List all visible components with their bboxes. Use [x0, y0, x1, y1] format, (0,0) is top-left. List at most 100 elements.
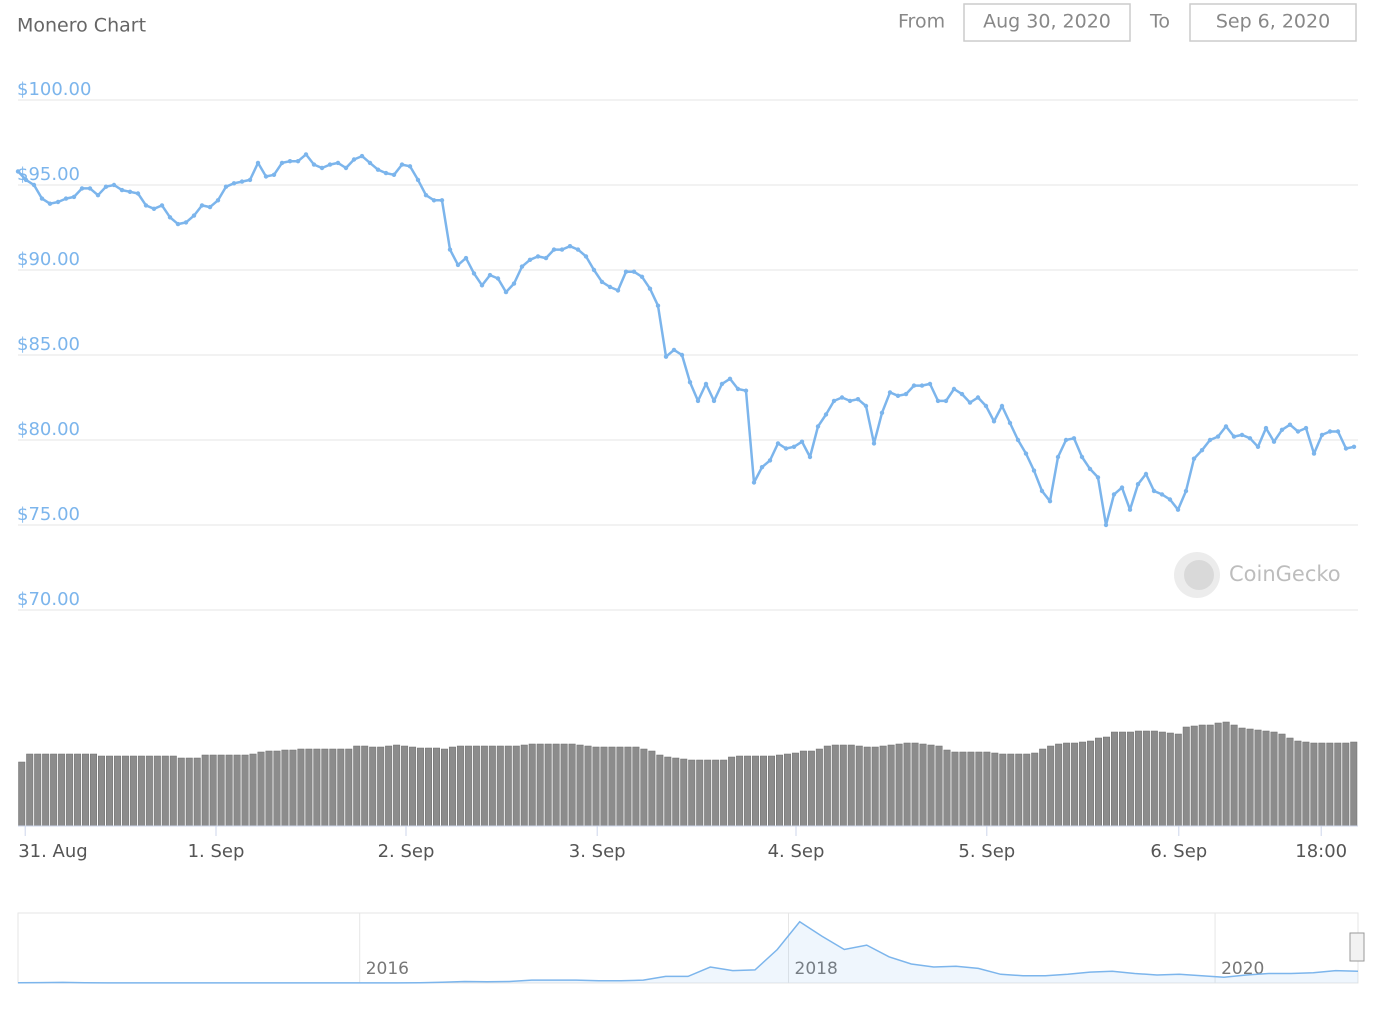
price-point [479, 283, 485, 288]
price-point [591, 267, 597, 273]
volume-bar [1126, 731, 1134, 827]
volume-bar [736, 755, 744, 827]
price-point [1351, 444, 1357, 449]
volume-bar [983, 751, 991, 827]
x-tick-label: 2. Sep [378, 841, 435, 862]
price-point [119, 187, 125, 193]
price-point [431, 198, 437, 203]
price-point [527, 257, 533, 262]
volume-bar [225, 754, 233, 827]
y-tick-label: $95.00 [17, 164, 80, 185]
volume-bar [345, 748, 353, 827]
volume-bar [943, 749, 951, 827]
price-point [1175, 507, 1181, 512]
price-point [55, 199, 61, 205]
volume-bar [1350, 741, 1358, 827]
price-point [31, 182, 37, 188]
price-point [1119, 485, 1125, 490]
volume-bar [744, 755, 752, 827]
volume-bar [728, 756, 736, 827]
navigator-frame [17, 912, 1359, 984]
volume-bar [1047, 745, 1055, 827]
price-point [1071, 436, 1077, 441]
price-point [511, 281, 517, 286]
volume-bar [1039, 748, 1047, 827]
volume-bar [544, 743, 552, 827]
volume-bar [201, 754, 209, 827]
price-point [399, 162, 405, 167]
volume-bar [839, 744, 847, 827]
price-point [743, 388, 749, 393]
volume-bar [448, 746, 456, 827]
price-point [751, 480, 757, 485]
price-point [207, 204, 213, 210]
volume-bar [177, 757, 185, 827]
volume-bar [353, 745, 361, 827]
volume-bar [616, 746, 624, 827]
volume-bar [632, 746, 640, 827]
volume-bar [1334, 742, 1342, 827]
price-point [647, 286, 653, 291]
price-point [807, 454, 813, 460]
price-point [855, 397, 861, 402]
price-point [1095, 475, 1101, 480]
y-tick-label: $90.00 [17, 249, 80, 270]
price-point [1295, 429, 1301, 434]
price-point [191, 213, 197, 218]
volume-bar [105, 755, 113, 827]
price-point [303, 152, 309, 157]
price-point [711, 398, 717, 404]
volume-bar [1007, 753, 1015, 827]
volume-bar [640, 748, 648, 827]
navigator-handle[interactable] [1349, 932, 1365, 962]
volume-bar [1278, 733, 1286, 827]
volume-bar [313, 748, 321, 827]
volume-bar [1031, 752, 1039, 827]
price-point [583, 254, 589, 259]
x-tick-label: 3. Sep [569, 841, 626, 862]
watermark: CoinGecko [1174, 552, 1341, 598]
price-point [703, 381, 709, 387]
price-point [423, 193, 429, 198]
volume-bar [1246, 728, 1254, 827]
volume-bar [385, 745, 393, 827]
price-point [63, 196, 69, 201]
volume-bar [855, 745, 863, 827]
x-tick-label: 4. Sep [768, 841, 825, 862]
price-point [831, 398, 837, 404]
volume-bar [1063, 742, 1071, 827]
price-point [1103, 522, 1109, 528]
volume-bar [129, 755, 137, 827]
price-point [687, 380, 693, 385]
volume-bar [1310, 742, 1318, 827]
price-point [239, 179, 245, 184]
price-point [823, 412, 829, 417]
price-point [247, 177, 253, 183]
price-point [919, 383, 925, 388]
volume-bar [233, 754, 241, 827]
price-point [1079, 454, 1085, 460]
volume-bar [464, 745, 472, 827]
price-point [455, 262, 461, 268]
volume-bar [672, 757, 680, 827]
volume-bar [1262, 730, 1270, 827]
range-to-value[interactable]: Sep 6, 2020 [1216, 11, 1330, 33]
price-point [103, 184, 109, 189]
volume-bar [321, 748, 329, 827]
range-from-value[interactable]: Aug 30, 2020 [983, 11, 1111, 33]
price-point [863, 403, 869, 409]
volume-bar [185, 757, 193, 827]
price-point [759, 465, 765, 470]
price-point [1207, 437, 1213, 443]
price-point [775, 441, 781, 446]
volume-bar [1318, 742, 1326, 827]
price-point [927, 381, 933, 387]
volume-bar [82, 753, 90, 827]
range-to-input[interactable] [1189, 3, 1357, 42]
price-point [167, 215, 173, 220]
price-point [87, 186, 93, 191]
volume-bar [329, 748, 337, 827]
range-from-input[interactable] [963, 3, 1131, 42]
price-point [447, 247, 453, 252]
price-point [615, 288, 621, 293]
